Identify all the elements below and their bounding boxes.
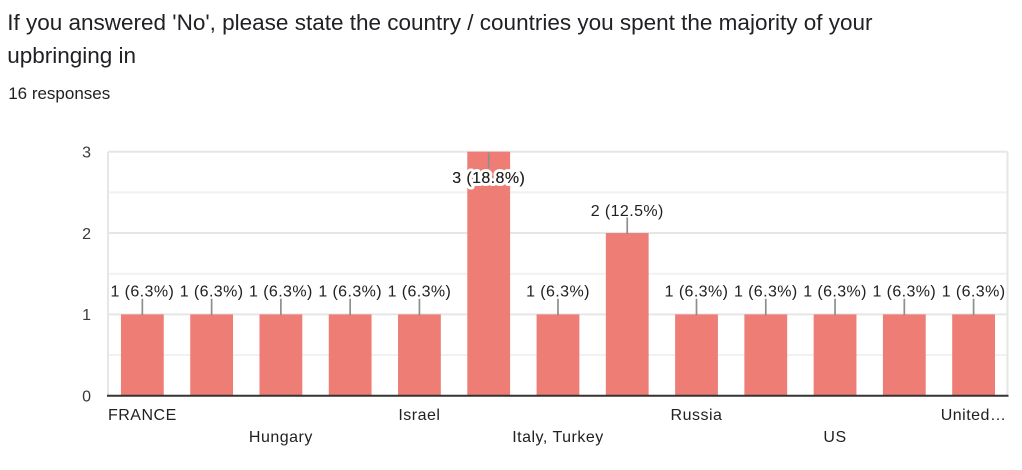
svg-text:1 (6.3%): 1 (6.3%) xyxy=(734,284,798,301)
svg-text:1 (6.3%): 1 (6.3%) xyxy=(388,284,452,301)
svg-text:1 (6.3%): 1 (6.3%) xyxy=(526,284,590,301)
svg-text:1 (6.3%): 1 (6.3%) xyxy=(665,284,729,301)
svg-text:3 (18.8%): 3 (18.8%) xyxy=(452,170,525,187)
svg-text:1 (6.3%): 1 (6.3%) xyxy=(249,284,313,301)
svg-text:1: 1 xyxy=(82,307,91,324)
svg-text:2: 2 xyxy=(82,226,91,243)
svg-text:Italy, Turkey: Italy, Turkey xyxy=(512,429,604,446)
svg-text:FRANCE: FRANCE xyxy=(108,407,177,424)
svg-text:Hungary: Hungary xyxy=(249,429,313,446)
svg-text:0: 0 xyxy=(82,389,91,406)
svg-text:1 (6.3%): 1 (6.3%) xyxy=(111,284,175,301)
svg-text:3: 3 xyxy=(82,145,91,162)
svg-text:1 (6.3%): 1 (6.3%) xyxy=(872,284,936,301)
svg-text:Russia: Russia xyxy=(671,407,723,424)
svg-text:US: US xyxy=(823,429,846,446)
svg-text:1 (6.3%): 1 (6.3%) xyxy=(318,284,382,301)
svg-text:United…: United… xyxy=(941,407,1007,424)
svg-text:1 (6.3%): 1 (6.3%) xyxy=(803,284,867,301)
svg-text:1 (6.3%): 1 (6.3%) xyxy=(942,284,1006,301)
svg-text:Israel: Israel xyxy=(398,407,440,424)
svg-text:1 (6.3%): 1 (6.3%) xyxy=(180,284,244,301)
svg-text:2 (12.5%): 2 (12.5%) xyxy=(591,203,664,220)
svg-text:3 (18.8%): 3 (18.8%) xyxy=(452,170,525,187)
